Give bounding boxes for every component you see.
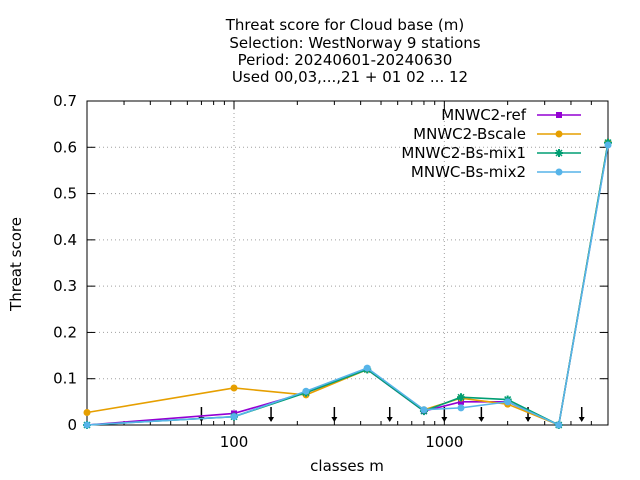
- threshold-arrow-head: [478, 417, 485, 422]
- data-point: [456, 393, 465, 402]
- series-line: [86, 143, 609, 427]
- series-line: [86, 142, 609, 427]
- chart-subtitle-period: Period: 20240601-20240630: [238, 51, 453, 69]
- plot-series: [83, 138, 612, 429]
- series-mnwc2-bscale: [83, 139, 612, 429]
- x-axis-label: classes m: [310, 457, 384, 475]
- legend-marker: [555, 130, 563, 138]
- threshold-arrow-head: [441, 417, 448, 422]
- y-tick-label: 0.4: [53, 231, 77, 249]
- x-tick-label: 100: [220, 433, 249, 451]
- y-tick-label: 0.2: [53, 323, 77, 341]
- legend-marker: [556, 112, 562, 118]
- legend-label: MNWC2-Bs-mix1: [401, 144, 526, 162]
- data-point: [504, 398, 512, 406]
- data-point: [230, 413, 238, 421]
- data-point: [83, 421, 91, 429]
- series-mnwc-bs-mix2: [83, 141, 612, 429]
- data-point: [83, 409, 91, 417]
- chart-subtitle-selection: Selection: WestNorway 9 stations: [229, 34, 480, 52]
- data-point: [457, 398, 464, 405]
- y-tick-label: 0.3: [53, 277, 77, 295]
- legend-label: MNWC2-Bscale: [413, 125, 526, 143]
- threshold-arrow-head: [268, 417, 275, 422]
- threshold-arrow-head: [525, 417, 532, 422]
- marker-stroke: [555, 149, 563, 157]
- legend-label: MNWC2-ref: [441, 106, 526, 124]
- data-point: [457, 404, 465, 412]
- data-point: [230, 384, 238, 392]
- legend: MNWC2-refMNWC2-BscaleMNWC2-Bs-mix1MNWC-B…: [401, 106, 581, 181]
- threshold-arrow-head: [386, 417, 393, 422]
- data-point: [604, 141, 612, 149]
- y-tick-label: 0.5: [53, 185, 77, 203]
- threshold-arrow-head: [578, 417, 585, 422]
- threshold-arrow-head: [331, 417, 338, 422]
- y-axis-label: Threat score: [7, 217, 25, 312]
- legend-marker: [555, 168, 563, 176]
- y-tick-label: 0.6: [53, 138, 77, 156]
- series-line: [86, 144, 609, 427]
- chart-subtitle-used: Used 00,03,...,21 + 01 02 ... 12: [232, 68, 468, 86]
- chart-title-block: Threat score for Cloud base (m) Selectio…: [225, 16, 481, 86]
- plot-frame: [86, 100, 609, 426]
- legend-label: MNWC-Bs-mix2: [411, 163, 526, 181]
- grid-lines: [87, 101, 608, 425]
- series-mnwc2-bs-mix1: [83, 138, 612, 429]
- legend-marker: [555, 149, 563, 157]
- marker-stroke: [457, 393, 465, 401]
- series-line: [86, 142, 609, 427]
- data-point: [302, 387, 310, 395]
- series-mnwc2-ref: [84, 141, 611, 428]
- y-tick-label: 0: [67, 416, 77, 434]
- chart-title: Threat score for Cloud base (m): [225, 16, 465, 34]
- data-point: [555, 421, 563, 429]
- data-point: [420, 406, 428, 414]
- y-tick-label: 0.7: [53, 92, 77, 110]
- y-tick-label: 0.1: [53, 370, 77, 388]
- tick-labels: 0 0.1 0.2 0.3 0.4 0.5 0.6 0.7 100 1000: [53, 92, 463, 451]
- x-tick-label: 1000: [425, 433, 463, 451]
- data-point: [363, 364, 371, 372]
